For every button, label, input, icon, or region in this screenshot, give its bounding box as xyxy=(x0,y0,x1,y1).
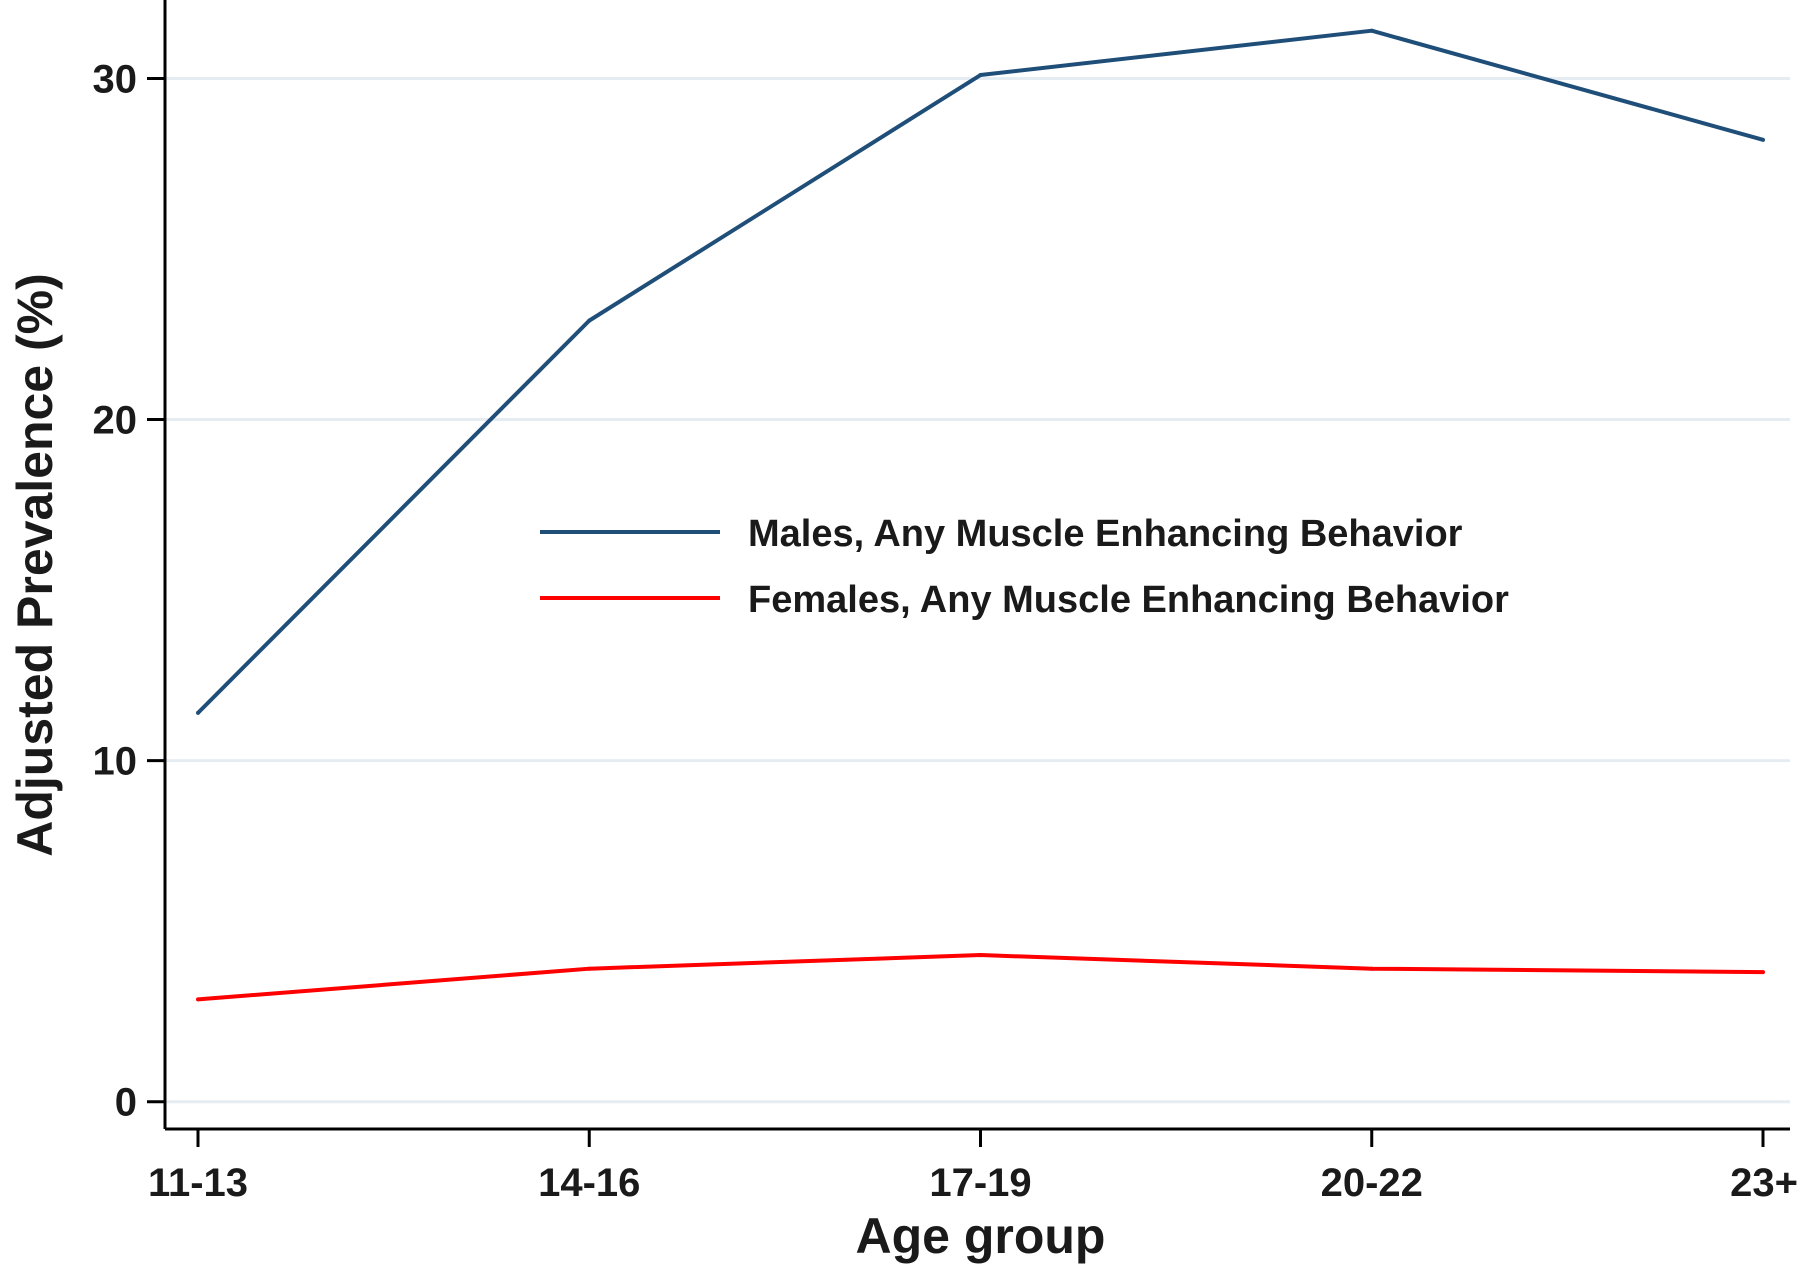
legend: Males, Any Muscle Enhancing Behavior Fema… xyxy=(540,513,1509,621)
y-axis-title: Adjusted Prevalence (%) xyxy=(7,273,63,857)
y-tick-label: 0 xyxy=(115,1081,137,1125)
data-point xyxy=(978,73,983,78)
legend-label: Males, Any Muscle Enhancing Behavior xyxy=(748,513,1463,555)
data-point xyxy=(1761,970,1765,975)
data-point xyxy=(196,710,200,715)
data-point xyxy=(587,966,592,971)
x-tick-label: 20-22 xyxy=(1321,1161,1423,1205)
series xyxy=(196,28,1765,1002)
legend-label: Females, Any Muscle Enhancing Behavior xyxy=(748,579,1509,621)
axes: 0 10 20 30 11-13 14-16 17-19 20-22 23+ xyxy=(93,0,1798,1205)
y-tick-label: 10 xyxy=(93,740,138,784)
data-point xyxy=(196,997,200,1002)
x-tick-label: 11-13 xyxy=(148,1161,248,1205)
data-point xyxy=(587,318,592,323)
data-point xyxy=(1369,28,1374,33)
y-tick-label: 30 xyxy=(93,57,138,101)
data-point xyxy=(1761,137,1765,142)
x-tick-label: 14-16 xyxy=(538,1161,640,1205)
x-axis-title: Age group xyxy=(856,1208,1106,1264)
x-tick-label: 17-19 xyxy=(929,1161,1031,1205)
data-point xyxy=(978,953,983,958)
series-line-females xyxy=(197,953,1764,1002)
x-tick-label: 23+ xyxy=(1730,1161,1798,1205)
data-point xyxy=(1369,966,1374,971)
y-tick-label: 20 xyxy=(93,399,138,443)
